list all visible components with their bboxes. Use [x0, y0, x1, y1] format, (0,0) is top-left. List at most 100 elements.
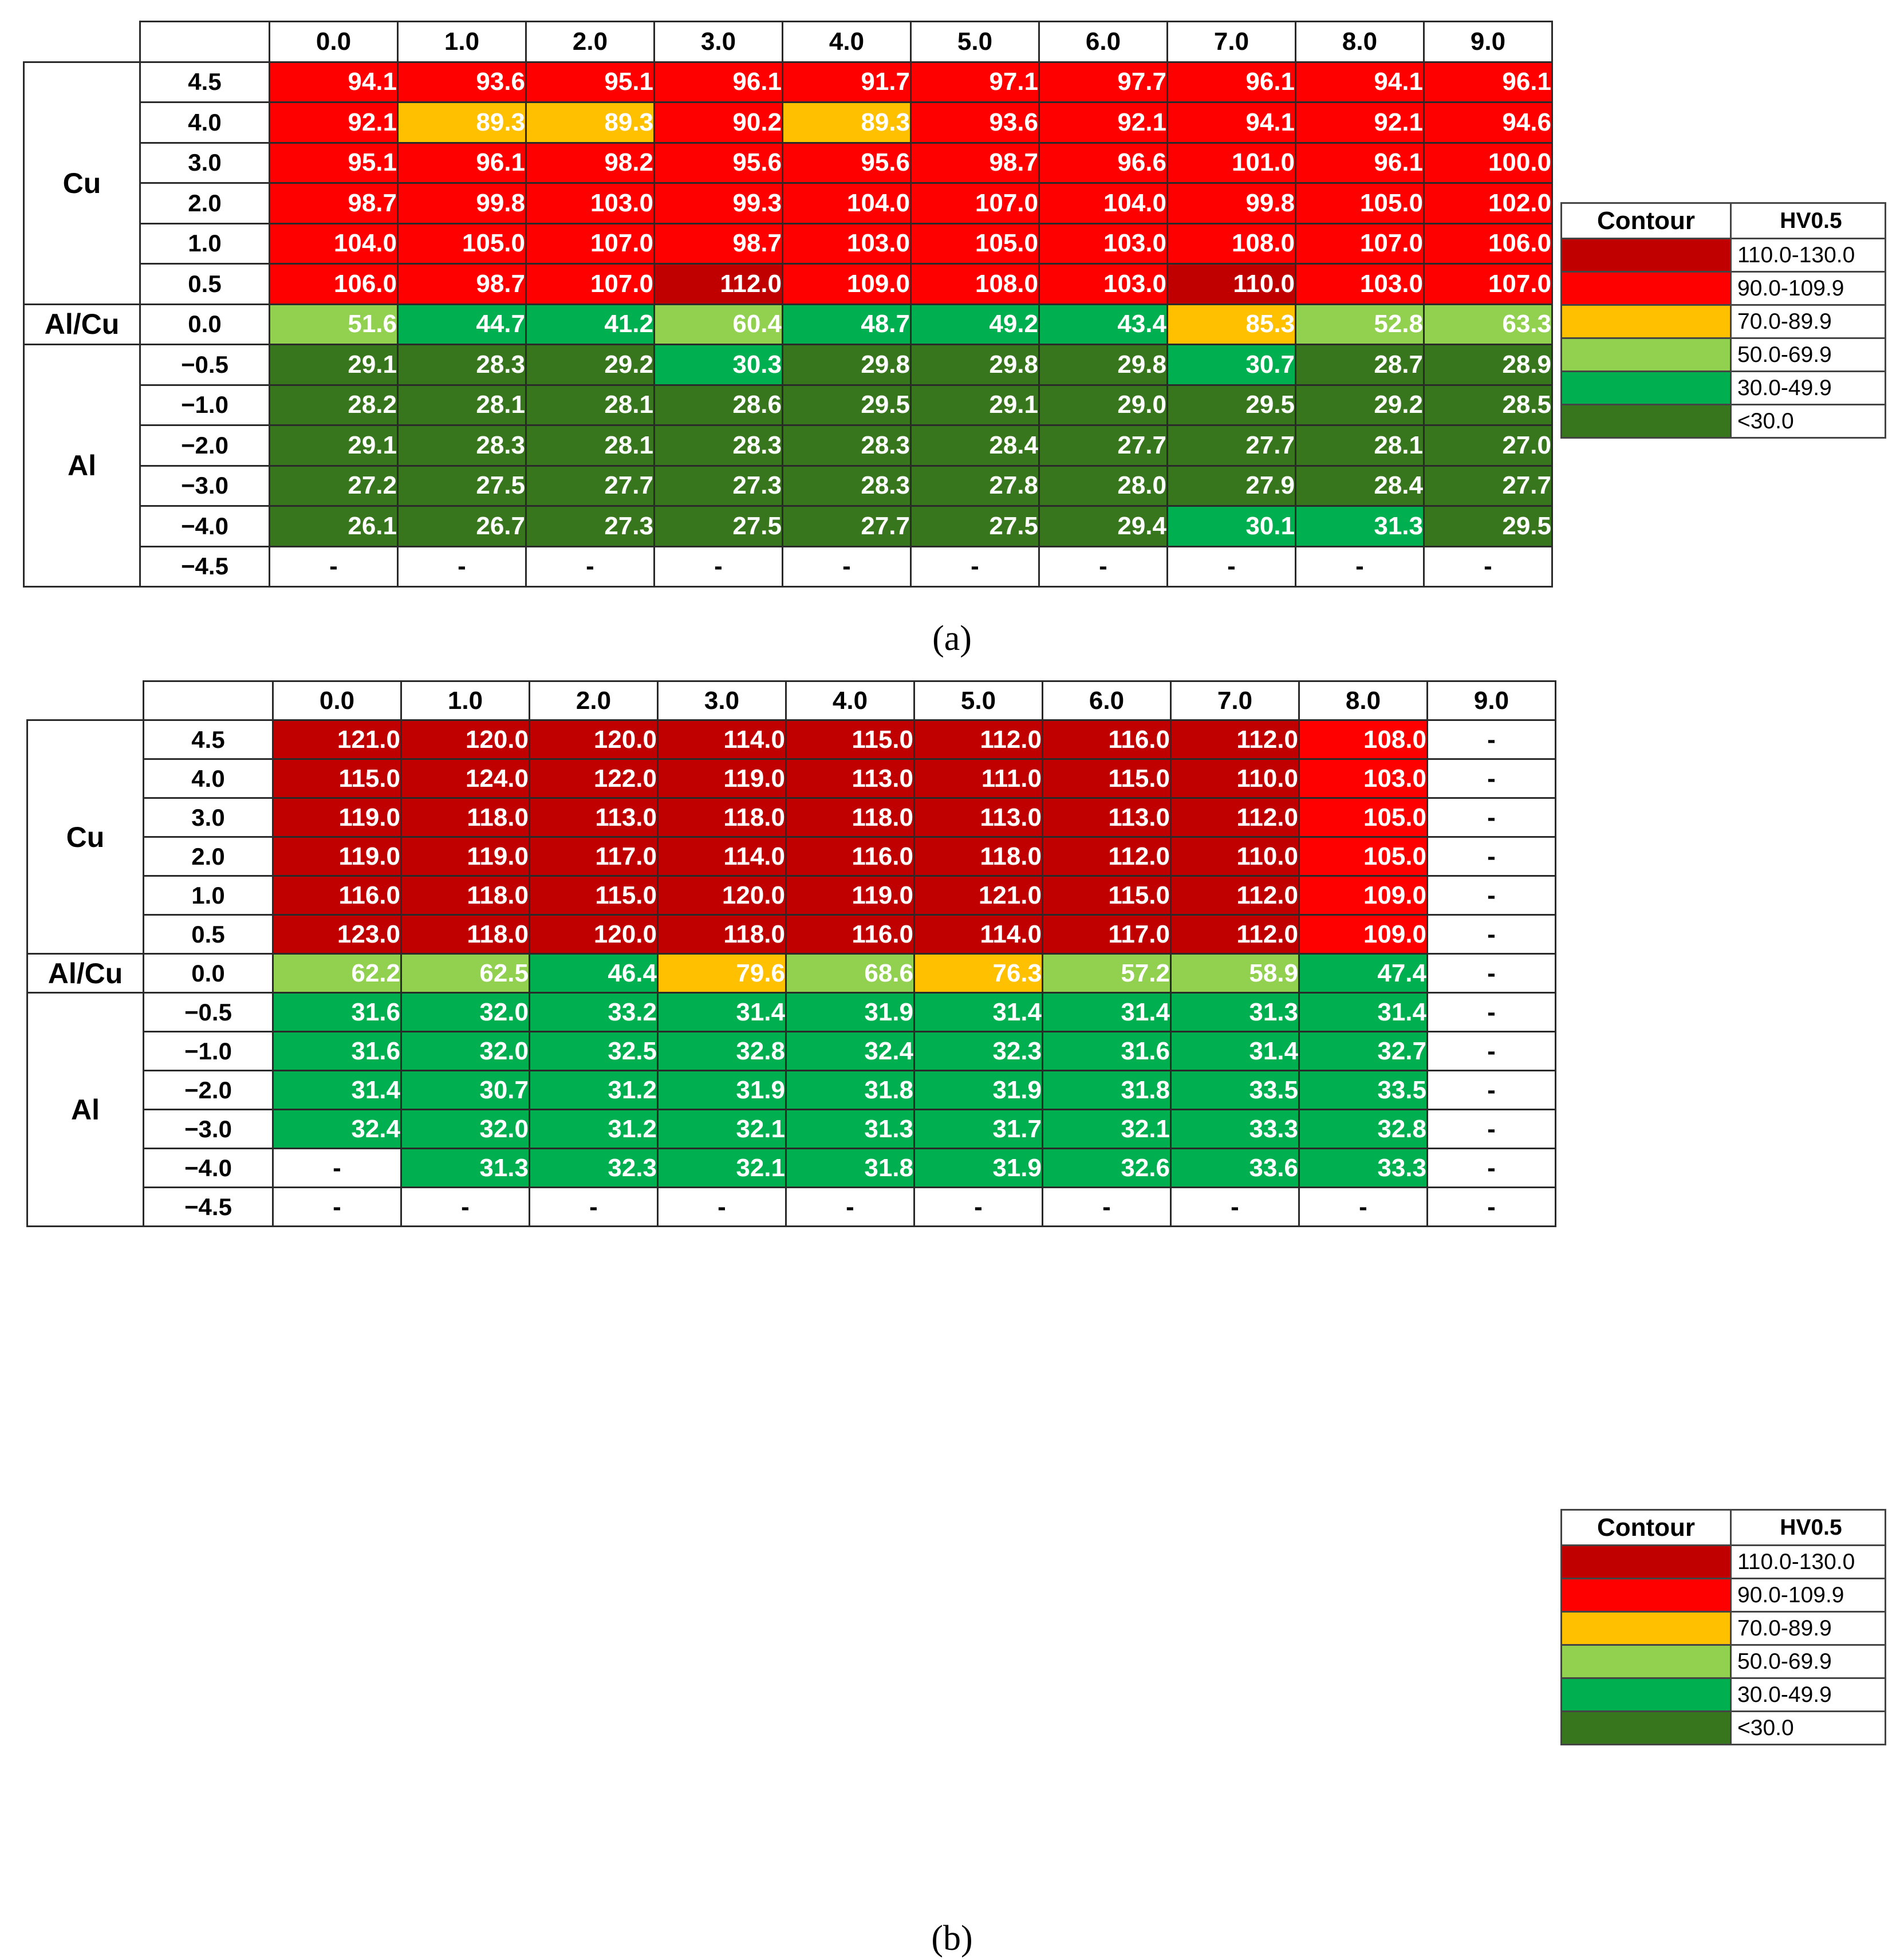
value-cell-missing: -	[785, 1187, 915, 1227]
value-cell-missing: -	[272, 1148, 402, 1188]
column-header: 2.0	[529, 680, 659, 721]
legend-entry: 90.0-109.9	[1560, 271, 1886, 306]
legend-entry: 110.0-130.0	[1560, 238, 1886, 273]
value-cell: 106.0	[1423, 222, 1553, 265]
value-cell-missing: -	[1426, 836, 1556, 877]
column-header: 6.0	[1042, 680, 1172, 721]
value-cell: 29.2	[525, 344, 655, 386]
value-cell: 118.0	[913, 836, 1043, 877]
value-cell: 33.3	[1298, 1148, 1428, 1188]
value-cell: 31.3	[1170, 992, 1300, 1032]
row-label: 3.0	[143, 797, 274, 838]
value-cell: 97.7	[1038, 61, 1168, 103]
value-cell: 41.2	[525, 303, 655, 345]
value-cell-missing: -	[1426, 1148, 1556, 1188]
value-cell: 29.5	[1166, 384, 1296, 426]
value-cell: 31.6	[272, 992, 402, 1032]
value-cell: 95.1	[269, 141, 399, 184]
value-cell: 108.0	[1166, 222, 1296, 265]
value-cell-missing: -	[525, 545, 655, 588]
value-cell: 28.7	[1295, 344, 1425, 386]
value-cell: 92.1	[1295, 101, 1425, 144]
legend-entry: 70.0-89.9	[1560, 304, 1886, 339]
value-cell: 92.1	[1038, 101, 1168, 144]
corner-cell	[27, 681, 144, 721]
value-cell: 113.0	[785, 758, 915, 799]
value-cell: 121.0	[272, 719, 402, 760]
table-row: 4.0 92.1 89.3 89.3 90.2 89.3 93.6 92.1 94.1 92.1 9…	[24, 101, 1553, 144]
value-cell: 109.0	[782, 263, 912, 305]
value-cell: 28.4	[910, 424, 1040, 467]
value-cell: 108.0	[1298, 719, 1428, 760]
value-cell: 32.4	[272, 1109, 402, 1149]
row-label: 2.0	[139, 182, 270, 224]
legend-header-value: HV0.5	[1730, 202, 1886, 239]
value-cell: 96.1	[397, 141, 527, 184]
value-cell: 109.0	[1298, 914, 1428, 955]
row-label: −1.0	[143, 1031, 274, 1071]
value-cell: 98.7	[910, 141, 1040, 184]
value-cell: 116.0	[785, 836, 915, 877]
value-cell: 32.4	[785, 1031, 915, 1071]
value-cell: 112.0	[1170, 797, 1300, 838]
value-cell: 28.3	[653, 424, 783, 467]
value-cell: 32.3	[913, 1031, 1043, 1071]
value-cell: 29.4	[1038, 505, 1168, 547]
value-cell: 27.9	[1166, 464, 1296, 507]
value-cell: 30.1	[1166, 505, 1296, 547]
value-cell: 31.6	[1042, 1031, 1172, 1071]
value-cell: 28.3	[782, 464, 912, 507]
legend-entry: 50.0-69.9	[1560, 337, 1886, 372]
legend-entry: <30.0	[1560, 404, 1886, 439]
value-cell-missing: -	[1426, 1109, 1556, 1149]
table-row: 1.0 104.0 105.0 107.0 98.7 103.0 105.0 103.0 108…	[24, 222, 1553, 265]
group-label: Cu	[23, 61, 141, 305]
value-cell: 113.0	[1042, 797, 1172, 838]
row-label: 4.0	[139, 101, 270, 144]
table-row: 3.0 95.1 96.1 98.2 95.6 95.6 98.7 96.6 101.0 96.1…	[24, 141, 1553, 184]
value-cell: 30.7	[400, 1070, 530, 1110]
row-label: −3.0	[139, 464, 270, 507]
value-cell: 90.2	[653, 101, 783, 144]
value-cell: 96.1	[1166, 61, 1296, 103]
value-cell: 91.7	[782, 61, 912, 103]
value-cell: 104.0	[269, 222, 399, 265]
value-cell: 31.9	[785, 992, 915, 1032]
legend-label: 110.0-130.0	[1730, 1544, 1886, 1579]
legend-label: 50.0-69.9	[1730, 337, 1886, 372]
value-cell: 31.3	[1295, 505, 1425, 547]
value-cell: 33.5	[1298, 1070, 1428, 1110]
legend-swatch	[1560, 370, 1732, 405]
value-cell: 110.0	[1166, 263, 1296, 305]
value-cell: 28.1	[397, 384, 527, 426]
column-header: 0.0	[269, 21, 399, 63]
row-label-header	[143, 680, 274, 721]
value-cell: 27.8	[910, 464, 1040, 507]
value-cell-missing: -	[1038, 545, 1168, 588]
value-cell: 27.7	[1166, 424, 1296, 467]
column-header: 3.0	[657, 680, 787, 721]
value-cell: 79.6	[657, 953, 787, 994]
value-cell: 120.0	[529, 914, 659, 955]
value-cell: 120.0	[657, 875, 787, 916]
value-cell: 31.3	[785, 1109, 915, 1149]
value-cell-missing: -	[910, 545, 1040, 588]
value-cell: 98.7	[269, 182, 399, 224]
table-row: Cu 4.5 121.0 120.0 120.0 114.0 115.0 112.0 116.0…	[26, 719, 1556, 955]
value-cell: 29.5	[782, 384, 912, 426]
value-cell: 98.7	[397, 263, 527, 305]
column-header: 2.0	[525, 21, 655, 63]
value-cell: 31.2	[529, 1109, 659, 1149]
value-cell: 118.0	[785, 797, 915, 838]
value-cell: 113.0	[913, 797, 1043, 838]
value-cell: 31.9	[913, 1070, 1043, 1110]
value-cell: 44.7	[397, 303, 527, 345]
value-cell: 32.0	[400, 1109, 530, 1149]
value-cell: 117.0	[1042, 914, 1172, 955]
value-cell: 26.1	[269, 505, 399, 547]
value-cell: 62.5	[400, 953, 530, 994]
value-cell: 46.4	[529, 953, 659, 994]
legend-entry: <30.0	[1560, 1710, 1886, 1745]
value-cell: 122.0	[529, 758, 659, 799]
value-cell: 102.0	[1423, 182, 1553, 224]
